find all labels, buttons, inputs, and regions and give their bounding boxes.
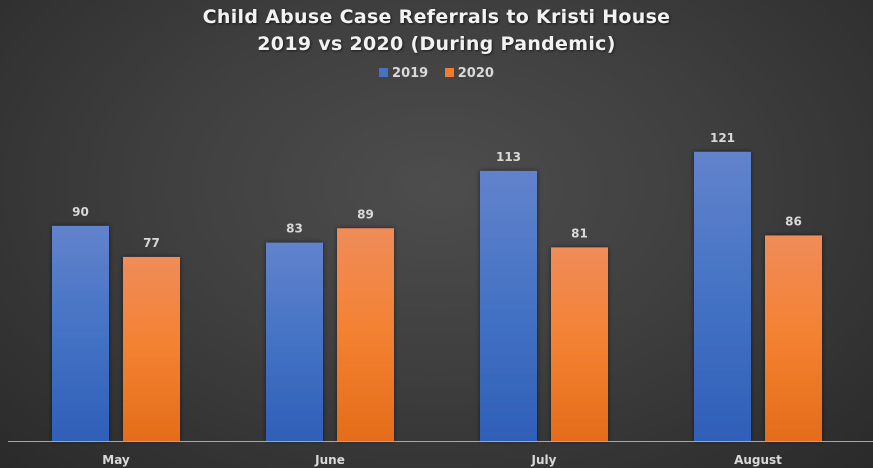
data-label-2020-july: 81	[571, 226, 588, 240]
data-label-2019-august: 121	[710, 131, 735, 145]
x-tick-label-may: May	[102, 453, 130, 467]
bar-2019-may	[52, 225, 109, 441]
chart-legend: 2019 2020	[0, 66, 873, 81]
chart-subtitle: 2019 vs 2020 (During Pandemic)	[257, 33, 616, 55]
data-label-2020-june: 89	[357, 207, 374, 221]
x-tick-label-july: July	[531, 453, 557, 467]
bar-2020-july	[551, 247, 608, 441]
bar-2020-may	[123, 256, 180, 441]
data-label-2019-june: 83	[286, 222, 303, 236]
legend-swatch-2019	[379, 68, 389, 77]
data-label-2020-may: 77	[143, 236, 160, 250]
bar-2020-august	[765, 235, 822, 441]
bar-2020-june	[337, 228, 394, 441]
legend-label-2020: 2020	[457, 66, 494, 81]
chart-title-line1: Child Abuse Case Referrals to Kristi Hou…	[202, 6, 671, 28]
chart-title: Child Abuse Case Referrals to Kristi Hou…	[0, 4, 873, 58]
x-tick-label-june: June	[314, 453, 345, 467]
legend-label-2019: 2019	[392, 66, 429, 81]
data-label-2019-may: 90	[72, 205, 89, 219]
bar-2019-july	[480, 170, 537, 441]
x-tick-label-august: August	[734, 453, 782, 467]
data-label-2019-july: 113	[496, 150, 521, 164]
bar-2019-june	[266, 242, 323, 441]
legend-item-2020: 2020	[444, 66, 494, 81]
legend-item-2019: 2019	[379, 66, 428, 81]
legend-swatch-2020	[444, 68, 454, 77]
data-label-2020-august: 86	[785, 214, 802, 228]
bar-2019-august	[694, 151, 751, 441]
